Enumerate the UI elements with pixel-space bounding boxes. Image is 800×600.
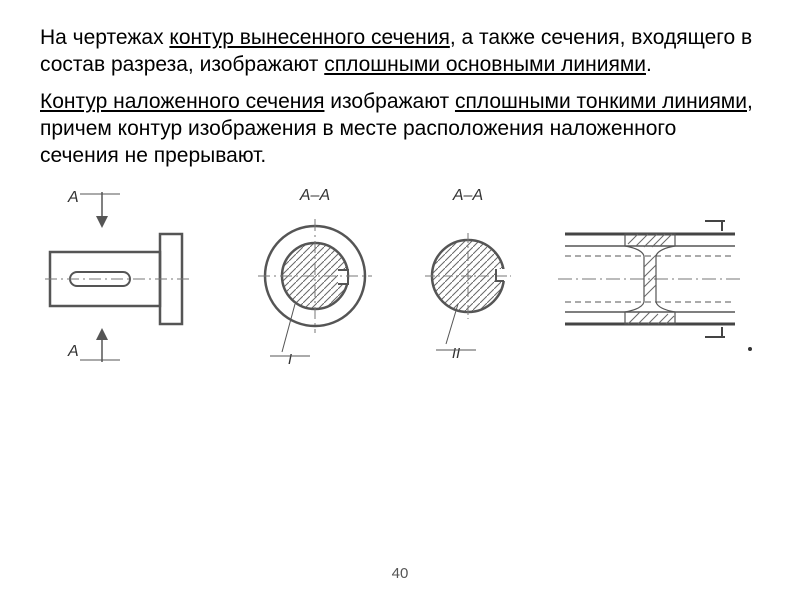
p2-u1: Контур наложенного сечения — [40, 90, 324, 113]
label-A-top: А — [67, 189, 79, 206]
p2-u2: сплошными тонкими линиями — [455, 90, 747, 113]
p1-u1: контур вынесенного сечения — [169, 26, 449, 49]
p2-s1: изображают — [324, 90, 455, 113]
fig-ring: А–А I — [240, 184, 390, 374]
p1-u2: сплошными основными линиями — [324, 53, 646, 76]
fig-shaft: А А — [40, 184, 220, 374]
paragraph-1: На чертежах контур вынесенного сечения, … — [40, 25, 760, 79]
p1-s3: . — [646, 53, 652, 76]
p1-s1: На чертежах — [40, 26, 169, 49]
fig-ibeam — [550, 199, 760, 359]
label-roman1: I — [288, 351, 292, 368]
figures-row: А А А–А — [40, 184, 760, 374]
label-sec2: А–А — [452, 187, 483, 204]
fig-disc: А–А II — [410, 184, 530, 374]
paragraph-2: Контур наложенного сечения изображают сп… — [40, 89, 760, 170]
label-roman2: II — [452, 345, 460, 362]
page-number: 40 — [392, 565, 409, 582]
label-A-bot: А — [67, 343, 79, 360]
label-sec1: А–А — [299, 187, 330, 204]
